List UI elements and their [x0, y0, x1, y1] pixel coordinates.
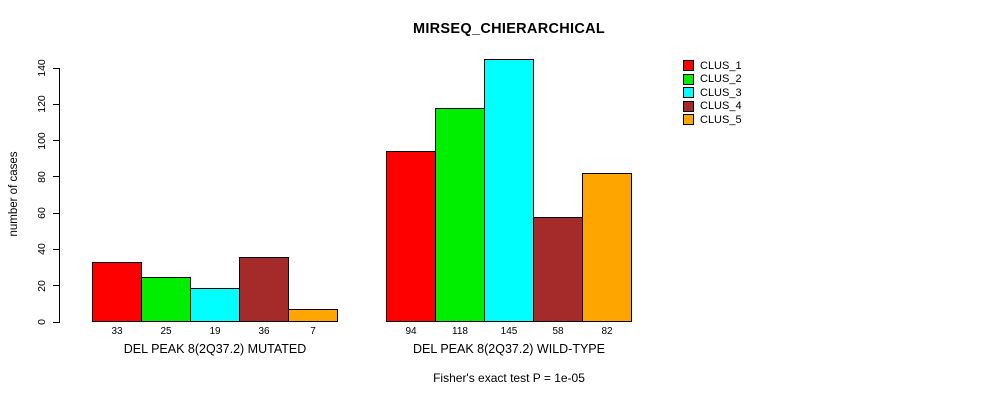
- bar-clus_5-group2: [582, 173, 632, 322]
- y-tick-mark: [53, 212, 59, 214]
- legend-item-clus_2: CLUS_2: [683, 73, 742, 87]
- legend-swatch: [683, 114, 694, 126]
- bar-value-label: 25: [160, 326, 172, 337]
- legend-item-clus_1: CLUS_1: [683, 59, 742, 73]
- y-axis-line: [59, 68, 60, 323]
- bar-value-label: 36: [258, 326, 270, 337]
- y-axis-title: number of cases: [8, 151, 20, 237]
- bar-value-label: 19: [209, 326, 221, 337]
- bar-clus_2-group2: [435, 108, 485, 322]
- legend-label: CLUS_2: [700, 73, 742, 86]
- bar-value-label: 145: [500, 326, 518, 337]
- bar-value-label: 82: [601, 326, 613, 337]
- bar-value-label: 94: [405, 326, 417, 337]
- legend-item-clus_3: CLUS_3: [683, 86, 742, 100]
- legend-swatch: [683, 100, 694, 112]
- bar-value-label: 7: [310, 326, 316, 337]
- legend-swatch: [683, 73, 694, 85]
- y-tick-label: 120: [36, 95, 48, 114]
- group-label: DEL PEAK 8(2Q37.2) MUTATED: [123, 342, 307, 356]
- bar-clus_4-group2: [533, 217, 583, 322]
- bar-clus_2-group1: [141, 277, 191, 322]
- legend-swatch: [683, 87, 694, 99]
- y-tick-mark: [53, 321, 59, 323]
- y-tick-mark: [53, 248, 59, 250]
- bar-value-label: 118: [452, 326, 468, 337]
- legend-item-clus_4: CLUS_4: [683, 100, 742, 114]
- legend-label: CLUS_3: [700, 86, 742, 99]
- legend-item-clus_5: CLUS_5: [683, 113, 742, 127]
- y-tick-mark: [53, 67, 59, 69]
- y-tick-mark: [53, 285, 59, 287]
- legend-label: CLUS_4: [700, 100, 742, 113]
- y-tick-label: 0: [36, 319, 48, 325]
- bar-clus_4-group1: [239, 257, 289, 322]
- y-tick-label: 60: [36, 207, 48, 219]
- y-tick-mark: [53, 103, 59, 105]
- y-tick-label: 20: [36, 279, 48, 292]
- bar-value-label: 58: [552, 326, 564, 337]
- legend-label: CLUS_1: [700, 59, 742, 72]
- bar-value-label: 33: [111, 326, 123, 337]
- y-tick-mark: [53, 140, 59, 142]
- y-tick-label: 80: [36, 171, 48, 183]
- bar-clus_1-group1: [92, 262, 142, 322]
- footnote: Fisher's exact test P = 1e-05: [433, 371, 585, 385]
- legend-label: CLUS_5: [700, 113, 742, 126]
- bar-clus_3-group1: [190, 288, 240, 322]
- chart-title: MIRSEQ_CHIERARCHICAL: [412, 21, 606, 37]
- bar-clus_1-group2: [386, 151, 436, 322]
- legend-swatch: [683, 60, 694, 72]
- legend: CLUS_1 CLUS_2 CLUS_3 CLUS_4 CLUS_5: [683, 59, 742, 127]
- y-tick-label: 40: [36, 243, 48, 256]
- bar-clus_3-group2: [484, 59, 534, 322]
- y-tick-label: 140: [36, 59, 48, 77]
- group-label: DEL PEAK 8(2Q37.2) WILD-TYPE: [413, 342, 605, 356]
- y-tick-mark: [53, 176, 59, 178]
- y-tick-label: 100: [36, 131, 48, 150]
- bar-clus_5-group1: [288, 309, 338, 322]
